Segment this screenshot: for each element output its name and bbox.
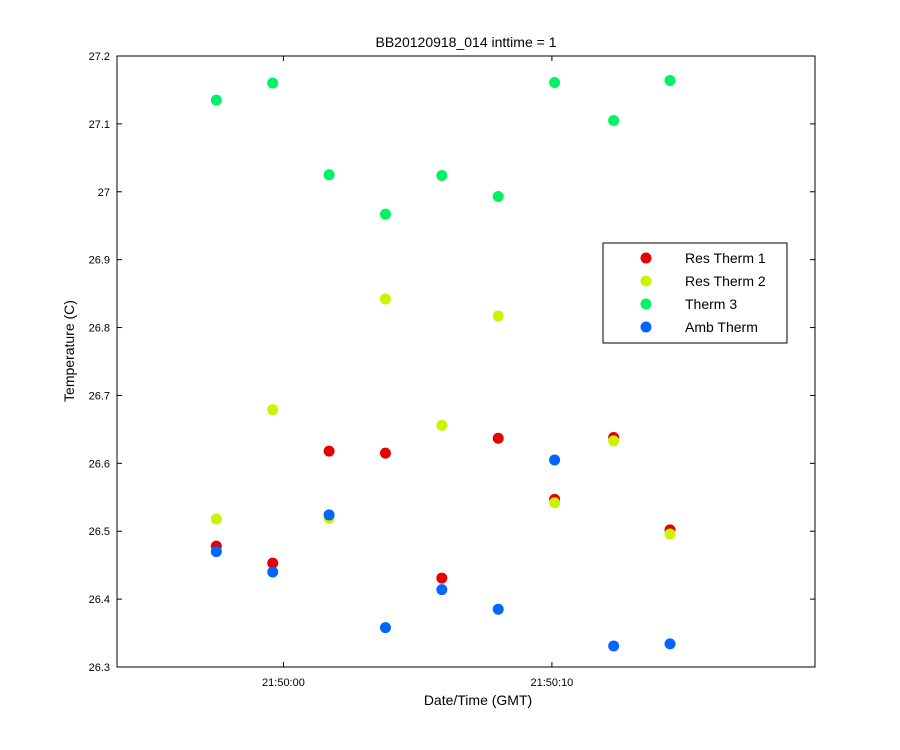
y-tick-label: 26.9 (89, 255, 110, 267)
data-point (210, 513, 222, 525)
series-2 (210, 74, 676, 220)
data-point (608, 114, 620, 126)
data-point (267, 557, 279, 569)
data-point (210, 94, 222, 106)
data-point (436, 584, 448, 596)
data-point (664, 74, 676, 86)
data-point (323, 509, 335, 521)
legend: Res Therm 1 Res Therm 2 Therm 3 Amb Therm (602, 242, 788, 344)
data-point (379, 622, 391, 634)
data-point (436, 169, 448, 181)
x-axis-label: Date/Time (GMT) (424, 692, 532, 708)
data-point (492, 603, 504, 615)
data-point (379, 293, 391, 305)
y-tick-label: 26.3 (89, 662, 110, 674)
y-tick-label: 26.4 (89, 594, 110, 606)
data-point (379, 447, 391, 459)
plot-area (116, 55, 816, 668)
data-point (267, 566, 279, 578)
data-point (549, 454, 561, 466)
data-point (492, 310, 504, 322)
series-3 (210, 454, 676, 652)
y-axis-label: Temperature (C) (61, 300, 77, 402)
legend-label: Res Therm 1 (685, 250, 766, 266)
y-tick-label: 26.8 (89, 323, 110, 335)
x-tick-label: 21:50:00 (262, 677, 305, 689)
data-point (664, 638, 676, 650)
y-tick-label: 27.2 (89, 51, 110, 63)
y-tick-label: 27.1 (89, 119, 110, 131)
legend-marker (640, 298, 652, 310)
y-axis: 26.3 26.4 26.5 26.6 26.7 26.8 26.9 27 27.1 27.2 (89, 51, 815, 674)
legend-label: Amb Therm (685, 319, 758, 335)
legend-marker (640, 252, 652, 264)
data-point (436, 572, 448, 584)
data-point (267, 404, 279, 416)
data-point (549, 497, 561, 509)
data-point (608, 640, 620, 652)
data-point (323, 169, 335, 181)
legend-label: Res Therm 2 (685, 273, 766, 289)
data-point (664, 528, 676, 540)
legend-label: Therm 3 (685, 296, 737, 312)
series-1 (210, 293, 676, 540)
data-point (492, 432, 504, 444)
x-axis: 21:50:00 21:50:10 (262, 56, 573, 689)
y-tick-label: 27 (98, 187, 110, 199)
data-point (379, 208, 391, 220)
data-point (267, 77, 279, 89)
y-tick-label: 26.5 (89, 526, 110, 538)
data-point (549, 76, 561, 88)
y-tick-label: 26.6 (89, 458, 110, 470)
data-point (210, 546, 222, 558)
y-tick-label: 26.7 (89, 390, 110, 402)
data-point (608, 435, 620, 447)
chart-title: BB20120918_014 inttime = 1 (376, 34, 557, 50)
legend-marker (640, 321, 652, 333)
data-point (323, 445, 335, 457)
legend-marker (640, 275, 652, 287)
data-point (436, 419, 448, 431)
legend-box (602, 242, 788, 344)
x-tick-label: 21:50:10 (530, 677, 573, 689)
data-point (492, 191, 504, 203)
data-points (210, 74, 676, 652)
